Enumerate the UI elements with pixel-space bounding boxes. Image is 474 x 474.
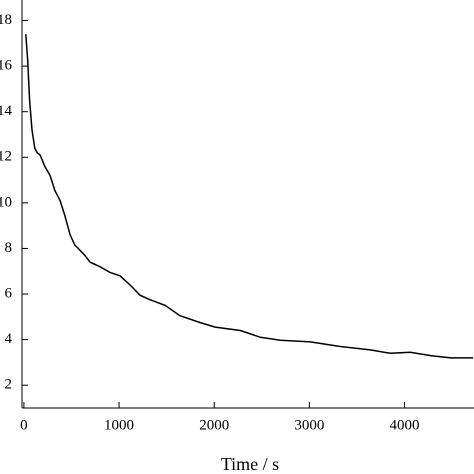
- x-tick-label: 1000: [104, 417, 134, 433]
- y-tick-label: 8: [5, 240, 13, 256]
- x-tick-label: 0: [20, 417, 28, 433]
- x-tick-label: 2000: [199, 417, 229, 433]
- y-tick-label: 14: [0, 103, 13, 119]
- y-tick-label: 2: [5, 377, 13, 393]
- y-tick-label: 6: [5, 285, 13, 301]
- y-tick-label: 10: [0, 194, 12, 210]
- x-axis-label: Time / s: [221, 454, 279, 474]
- data-line: [25, 34, 473, 359]
- y-tick-label: 4: [5, 331, 13, 347]
- x-tick-label: 3000: [294, 417, 324, 433]
- y-tick-label: 18: [0, 12, 12, 28]
- y-tick-label: 16: [0, 58, 13, 74]
- y-tick-label: 12: [0, 149, 12, 165]
- x-tick-label: 4000: [390, 417, 420, 433]
